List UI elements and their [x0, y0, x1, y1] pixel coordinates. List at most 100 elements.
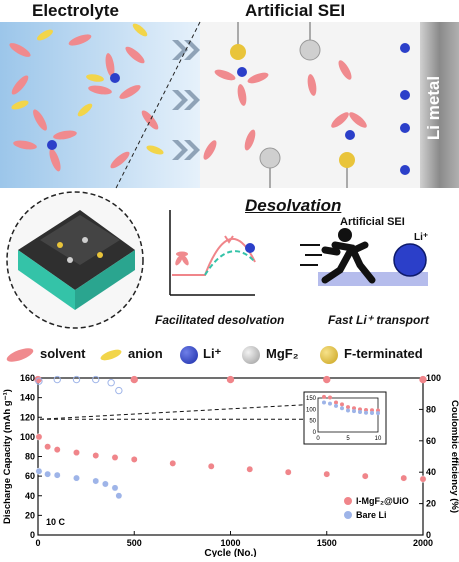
- inset-x-tick-label: 5: [346, 436, 350, 442]
- y-tick-label: 100: [20, 432, 35, 442]
- legend-mgf2: MgF₂: [266, 346, 299, 361]
- runner-graphic: [300, 228, 428, 286]
- artificial-sei-label: Artificial SEI: [245, 1, 346, 20]
- inset-series-2-point: [322, 400, 326, 405]
- mof-structure: [18, 210, 135, 310]
- energy-diagram: [169, 210, 256, 296]
- series-1-capacity-point: [284, 468, 292, 476]
- series-1-ce-point: [323, 375, 331, 384]
- inset-series-2-point: [370, 410, 374, 415]
- series-2-capacity-point: [44, 470, 52, 478]
- inset-series-1-point: [334, 400, 338, 405]
- rate-label: 10 C: [46, 517, 66, 527]
- y2-tick-label: 20: [426, 499, 436, 509]
- series-1-capacity-point: [73, 449, 80, 457]
- series-1-capacity-point: [419, 475, 427, 483]
- y-tick-label: 60: [25, 471, 35, 481]
- y2-tick-label: 0: [426, 530, 431, 540]
- series-1-capacity-point: [323, 470, 331, 478]
- series-2-ce-point: [72, 375, 81, 384]
- inset-series-1-point: [346, 405, 350, 410]
- electrolyte-region: [0, 22, 200, 188]
- top-schematic: Electrolyte Artificial SEI Li metal: [0, 0, 459, 201]
- inset-guide-line: [39, 403, 311, 420]
- series-2-ce-point: [53, 375, 61, 384]
- series-1-capacity-point: [207, 462, 215, 470]
- inset-series-2-point: [358, 410, 362, 415]
- series-1-capacity-point: [130, 455, 138, 463]
- y-tick-label: 80: [25, 452, 35, 462]
- y-tick-label: 20: [25, 510, 35, 520]
- series-2-capacity-point: [101, 480, 109, 488]
- li-metal-label: Li metal: [424, 75, 443, 141]
- cycling-chart: 0 500 1000 1500 2000 0 20 40 60 80 100 120 140 160 0 20…: [0, 370, 459, 559]
- electrolyte-label: Electrolyte: [32, 1, 119, 20]
- series-2-ce-point: [115, 386, 123, 395]
- series-2-capacity-point: [111, 484, 119, 492]
- legend-anion: anion: [128, 346, 163, 361]
- series-2-ce-point: [35, 377, 43, 385]
- series-1-capacity-point: [400, 474, 408, 482]
- series-2-capacity-point: [53, 471, 61, 479]
- series-2-capacity-point: [92, 477, 100, 485]
- inset-series-1-point: [322, 394, 326, 399]
- inset-x-tick-label: 10: [375, 436, 382, 442]
- inset-series-1-point: [328, 395, 332, 400]
- series-1-ce-point: [419, 375, 427, 384]
- middle-schematic: Desolvation Facilitated desolvation Fast…: [0, 190, 459, 340]
- series-1-legend-label: l-MgF₂@UiO: [356, 496, 409, 506]
- series-1-capacity-point: [111, 454, 119, 461]
- x-tick-label: 0: [35, 538, 40, 548]
- x-tick-label: 1000: [220, 538, 240, 548]
- legend-li: Li⁺: [203, 346, 222, 361]
- y-tick-label: 40: [25, 491, 35, 501]
- f-terminated-sphere-icon: [320, 346, 338, 364]
- anion-ellipse-icon: [99, 347, 123, 363]
- runner-li-plus-label: Li⁺: [414, 232, 429, 243]
- legend-f-terminated: F-terminated: [344, 346, 423, 361]
- legend-row: solvent anion Li⁺ MgF₂ F-terminated: [0, 342, 459, 368]
- fast-li-transport-label: Fast Li⁺ transport: [328, 313, 430, 327]
- series-1-ce-point: [226, 375, 235, 384]
- inset-series-2-point: [328, 401, 332, 406]
- series-1-capacity-point: [169, 459, 177, 467]
- y-axis-label: Discharge Capacity (mAh g⁻¹): [2, 389, 13, 524]
- x-tick-label: 2000: [413, 538, 433, 548]
- y-tick-label: 160: [20, 373, 35, 383]
- mgf2-sphere-icon: [242, 346, 260, 364]
- inset-series-1-point: [340, 402, 344, 407]
- inset-x-tick-label: 0: [316, 436, 320, 442]
- inset-series-2-point: [352, 409, 356, 414]
- y2-tick-label: 100: [426, 373, 441, 383]
- inset-series-2-point: [376, 411, 380, 416]
- x-tick-label: 1500: [317, 538, 337, 548]
- y2-tick-label: 40: [426, 467, 436, 477]
- y2-tick-label: 80: [426, 404, 436, 414]
- y2-tick-label: 60: [426, 436, 436, 446]
- series-1-legend-marker: [344, 497, 352, 505]
- series-2-capacity-point: [115, 492, 123, 500]
- series-1-capacity-point: [44, 443, 52, 451]
- runner-sei-label: Artificial SEI: [340, 216, 405, 228]
- series-2-ce-point: [107, 379, 115, 387]
- inset-series-2-point: [346, 408, 350, 413]
- chart-svg: 0 500 1000 1500 2000020406080100120140160020…: [2, 373, 459, 559]
- middle-svg: [6, 191, 428, 329]
- inset-y-tick-label: 100: [306, 407, 317, 413]
- legend-solvent: solvent: [40, 346, 86, 361]
- series-1-capacity-point: [246, 465, 254, 473]
- solvent-ellipse-icon: [5, 345, 35, 365]
- series-1-capacity-point: [53, 446, 61, 454]
- series-2-capacity-point: [35, 467, 43, 475]
- chevron-arrows: [172, 40, 200, 160]
- series-2-capacity-point: [73, 474, 80, 482]
- inset-y-tick-label: 0: [313, 430, 317, 436]
- y-tick-label: 140: [20, 393, 35, 403]
- series-2-ce-point: [92, 375, 100, 384]
- y2-axis-label: Coulombic efficiency (%): [449, 400, 459, 513]
- schematic-svg: [0, 21, 459, 201]
- facilitated-desolvation-label: Facilitated desolvation: [155, 313, 285, 327]
- series-1-capacity-point: [35, 433, 43, 441]
- series-1-capacity-point: [361, 472, 369, 480]
- x-tick-label: 500: [127, 538, 142, 548]
